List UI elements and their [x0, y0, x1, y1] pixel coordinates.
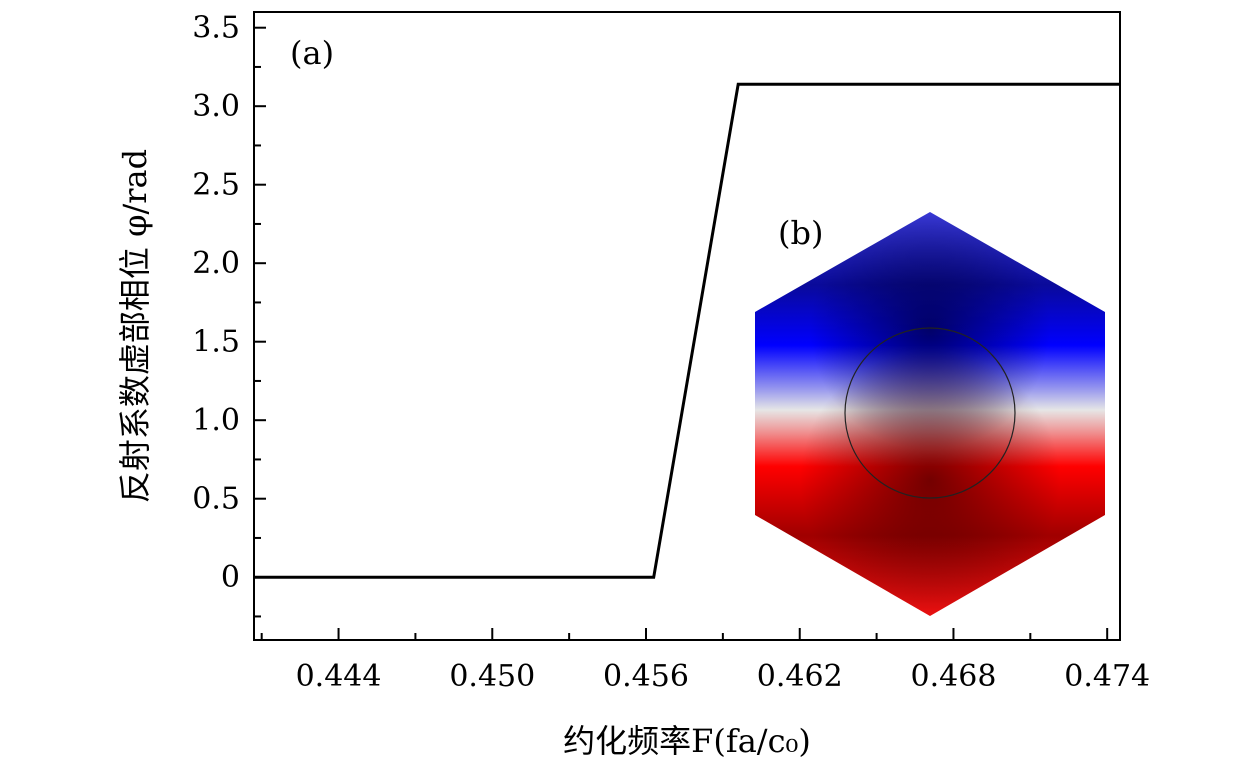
x-tick-labels: 0.444 0.450 0.456 0.462 0.468 0.474: [296, 659, 1151, 694]
y-tick-label: 1.5: [192, 325, 240, 360]
x-tick-label: 0.450: [449, 659, 535, 694]
x-axis-title: 约化频率F(fa/c₀): [563, 722, 811, 760]
x-tick-label: 0.444: [296, 659, 382, 694]
y-tick-label: 3.0: [192, 89, 240, 124]
y-tick-label: 0: [221, 560, 240, 595]
y-tick-label: 3.5: [192, 11, 240, 46]
panel-label-a: (a): [290, 34, 334, 72]
y-axis-title: 反射系数虚部相位 φ/rad: [116, 149, 154, 503]
x-tick-label: 0.474: [1064, 659, 1150, 694]
y-tick-label: 1.0: [192, 403, 240, 438]
y-tick-label: 2.5: [192, 168, 240, 203]
inset-field-map: [755, 212, 1105, 616]
inset-label-b: (b): [778, 214, 823, 252]
x-tick-label: 0.456: [603, 659, 689, 694]
x-tick-label: 0.468: [911, 659, 997, 694]
y-tick-label: 2.0: [192, 246, 240, 281]
inset-rod-circle: [844, 327, 1016, 499]
y-tick-label: 0.5: [192, 482, 240, 517]
y-tick-labels: 0 0.5 1.0 1.5 2.0 2.5 3.0 3.5: [192, 11, 240, 596]
plot-frame: [253, 11, 1121, 641]
series-line: [254, 82, 1120, 579]
x-tick-label: 0.462: [757, 659, 843, 694]
